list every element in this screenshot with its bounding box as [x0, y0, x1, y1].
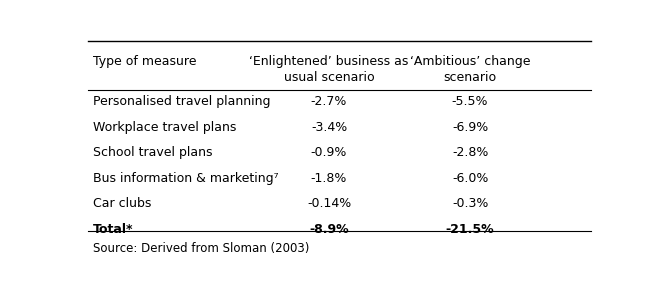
Text: -6.0%: -6.0%	[452, 172, 489, 185]
Text: -6.9%: -6.9%	[452, 121, 489, 134]
Text: Type of measure: Type of measure	[93, 55, 197, 68]
Text: -0.9%: -0.9%	[311, 146, 347, 159]
Text: Total*: Total*	[93, 223, 134, 236]
Text: -21.5%: -21.5%	[446, 223, 495, 236]
Text: ‘Ambitious’ change
scenario: ‘Ambitious’ change scenario	[410, 55, 530, 84]
Text: -2.8%: -2.8%	[452, 146, 489, 159]
Text: Car clubs: Car clubs	[93, 197, 152, 210]
Text: -0.14%: -0.14%	[307, 197, 351, 210]
Text: School travel plans: School travel plans	[93, 146, 213, 159]
Text: -1.8%: -1.8%	[311, 172, 347, 185]
Text: Bus information & marketing⁷: Bus information & marketing⁷	[93, 172, 279, 185]
Text: -8.9%: -8.9%	[309, 223, 349, 236]
Text: -2.7%: -2.7%	[311, 95, 347, 108]
Text: Personalised travel planning: Personalised travel planning	[93, 95, 271, 108]
Text: -5.5%: -5.5%	[452, 95, 489, 108]
Text: -0.3%: -0.3%	[452, 197, 489, 210]
Text: ‘Enlightened’ business as
usual scenario: ‘Enlightened’ business as usual scenario	[250, 55, 408, 84]
Text: Workplace travel plans: Workplace travel plans	[93, 121, 236, 134]
Text: -3.4%: -3.4%	[311, 121, 347, 134]
Text: Source: Derived from Sloman (2003): Source: Derived from Sloman (2003)	[93, 242, 309, 255]
